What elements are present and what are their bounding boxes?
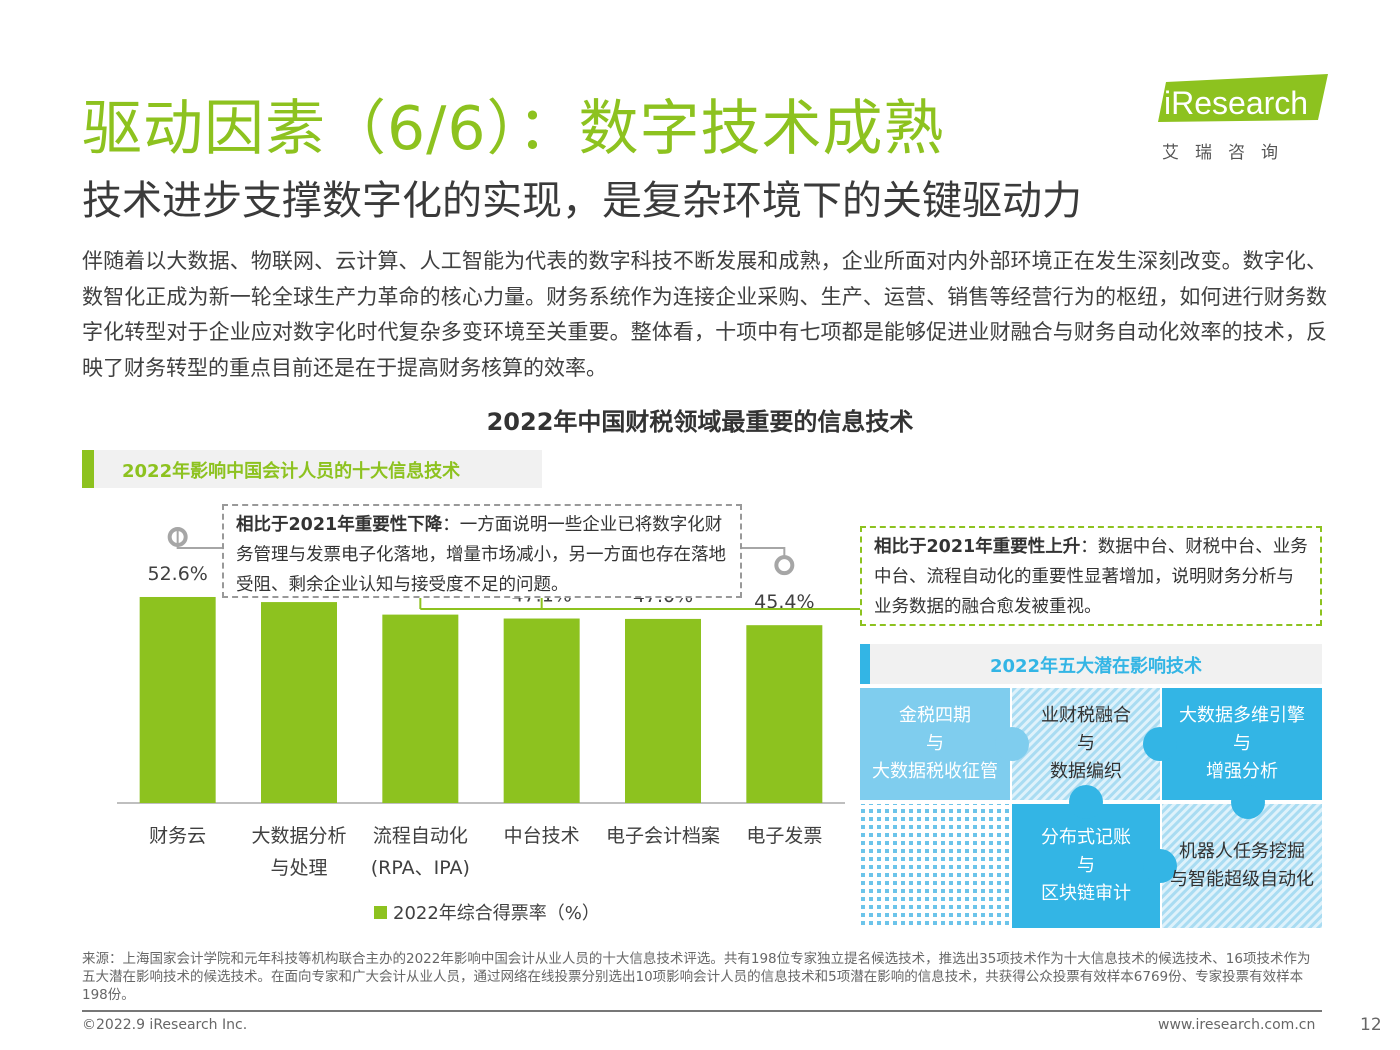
bar-0 xyxy=(139,596,216,803)
puzzle-knob-1 xyxy=(995,727,1029,761)
page-number: 12 xyxy=(1360,1015,1382,1035)
callout-down-bold: 相比于2021年重要性下降 xyxy=(236,515,443,535)
category-label-2-1: (RPA、IPA) xyxy=(371,857,470,879)
bar-3 xyxy=(503,618,580,803)
copyright: ©2022.9 iResearch Inc. xyxy=(82,1017,248,1033)
bar-4 xyxy=(625,618,701,803)
page-title: 驱动因素（6/6）：数字技术成熟 xyxy=(82,94,945,164)
tile-1-bg xyxy=(860,688,1010,800)
callout-up-text: ：数据中台、财税中台、业务中台、流程自动化的重要性显著增加，说明财务分析与业务数… xyxy=(874,537,1308,617)
category-label-0-0: 财务云 xyxy=(149,825,206,847)
puzzle-knob-3 xyxy=(1069,785,1103,819)
logo-text: iResearch xyxy=(1164,85,1308,121)
body-paragraph: 伴随着以大数据、物联网、云计算、人工智能为代表的数字科技不断发展和成熟，企业所面… xyxy=(82,249,1327,380)
source-note: 来源：上海国家会计学院和元年科技等机构联合主办的2022年影响中国会计从业人员的… xyxy=(82,951,1311,1003)
category-label-1-1: 与处理 xyxy=(270,857,327,879)
category-label-1-0: 大数据分析 xyxy=(251,825,346,847)
right-panel-header: 2022年五大潜在影响技术 xyxy=(860,644,1322,684)
bar-2 xyxy=(382,614,459,803)
footer-divider xyxy=(82,1010,1322,1012)
iresearch-logo: iResearch xyxy=(1158,74,1328,122)
connector-down-5 xyxy=(742,547,786,558)
tile-business-finance-tax: 业财税融合 与 数据编织 xyxy=(1041,705,1131,782)
bar-value-label-0: 52.6% xyxy=(147,563,207,585)
category-label-3-0: 中台技术 xyxy=(504,825,580,847)
logo-chinese-text: 艾瑞咨询 xyxy=(1162,143,1294,163)
puzzle-background xyxy=(860,688,1322,928)
tile-4-pattern-bg xyxy=(860,804,1010,928)
tile-4-bg xyxy=(1012,804,1160,928)
chart-title: 2022年中国财税领域最重要的信息技术 xyxy=(486,408,914,436)
connector-down-0 xyxy=(176,528,222,549)
puzzle-knob-2 xyxy=(1143,727,1177,761)
tile-big-data-engine: 大数据多维引擎 与 增强分析 xyxy=(1179,705,1305,782)
right-panel-header-label: 2022年五大潜在影响技术 xyxy=(989,656,1203,677)
tile-golden-tax: 金税四期 与 大数据税收征管 xyxy=(872,705,998,782)
tile-5-bg xyxy=(1162,804,1322,928)
callout-down-text: ：一方面说明一些企业已将数字化财务管理与发票电子化落地，增量市场减小，另一方面也… xyxy=(236,515,726,595)
category-label-2-0: 流程自动化 xyxy=(373,825,468,847)
callout-up-bold: 相比于2021年重要性上升 xyxy=(874,537,1081,557)
marker-down-5 xyxy=(774,555,795,576)
bar-value-label-5: 45.4% xyxy=(754,591,814,613)
callout-importance-down: 相比于2021年重要性下降：一方面说明一些企业已将数字化财务管理与发票电子化落地… xyxy=(222,504,742,598)
bar-1 xyxy=(261,602,337,803)
category-label-4-0: 电子会计档案 xyxy=(606,825,720,847)
puzzle-knob-5 xyxy=(1143,849,1177,883)
legend-swatch xyxy=(374,906,387,919)
puzzle-knob-4 xyxy=(1231,785,1265,819)
page-subtitle: 技术进步支撑数字化的实现，是复杂环境下的关键驱动力 xyxy=(82,178,1082,224)
tile-robot-task-mining: 机器人任务挖掘 与智能超级自动化 xyxy=(1170,841,1314,890)
tile-2-bg xyxy=(1012,688,1160,800)
legend-label: 2022年综合得票率（%） xyxy=(393,903,600,924)
tile-distributed-ledger: 分布式记账 与 区块链审计 xyxy=(1041,827,1131,904)
left-panel-header-label: 2022年影响中国会计人员的十大信息技术 xyxy=(122,461,461,482)
bar-5 xyxy=(746,625,823,803)
category-label-5-0: 电子发票 xyxy=(746,825,822,847)
callout-importance-up: 相比于2021年重要性上升：数据中台、财税中台、业务中台、流程自动化的重要性显著… xyxy=(860,526,1322,626)
tile-3-bg xyxy=(1162,688,1322,800)
footer-url[interactable]: www.iresearch.com.cn xyxy=(1158,1017,1316,1033)
left-panel-header: 2022年影响中国会计人员的十大信息技术 xyxy=(82,450,542,488)
